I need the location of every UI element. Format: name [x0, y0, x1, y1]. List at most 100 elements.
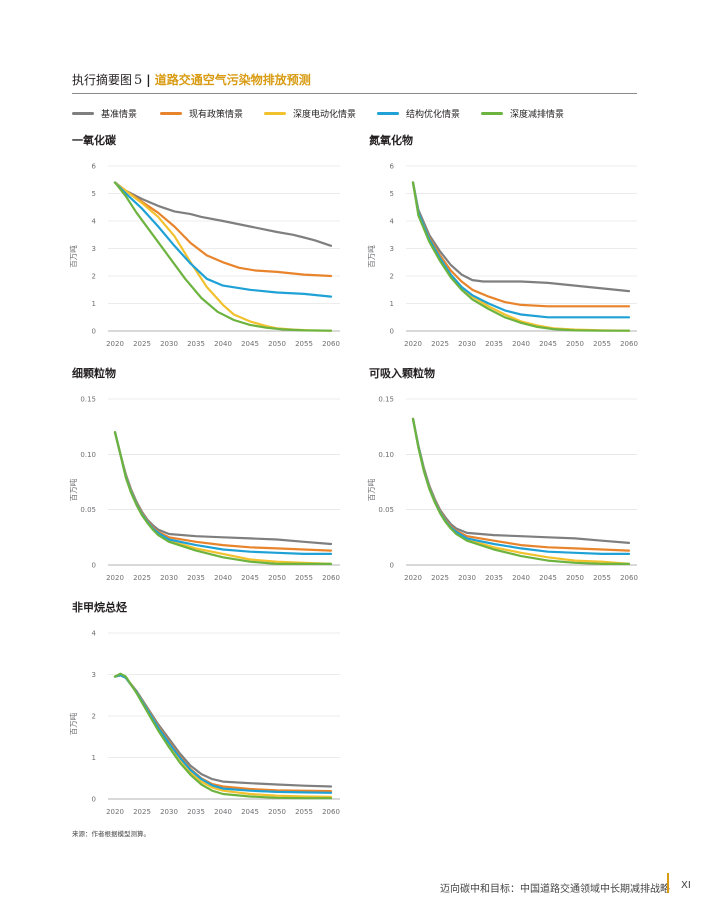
footer-accent-bar	[667, 873, 669, 893]
x-tick-label: 2060	[322, 808, 340, 816]
legend-item: 现有政策情景	[160, 108, 243, 122]
x-tick-label: 2020	[404, 574, 422, 582]
series-line	[113, 431, 333, 566]
x-tick-label: 2055	[295, 574, 313, 582]
x-tick-label: 2035	[485, 340, 503, 348]
chart-title: 可吸入颗粒物	[369, 366, 435, 380]
x-tick-label: 2035	[187, 808, 205, 816]
y-axis-label: 百万吨	[366, 245, 376, 268]
x-tick-label: 2040	[214, 340, 232, 348]
y-tick-label: 3	[390, 245, 394, 253]
legend-label: 深度电动化情景	[293, 110, 357, 120]
x-tick-label: 2030	[160, 808, 178, 816]
series-line	[113, 672, 333, 800]
source-note: 来源：作者根据模型测算。	[72, 830, 150, 838]
figure-title: 道路交通空气污染物排放预测	[154, 73, 311, 87]
legend-item: 基准情景	[72, 108, 137, 122]
x-tick-label: 2025	[133, 340, 151, 348]
x-tick-label: 2045	[241, 574, 259, 582]
x-tick-label: 2055	[593, 574, 611, 582]
y-tick-label: 1	[92, 300, 96, 308]
x-tick-label: 2020	[106, 574, 124, 582]
y-tick-label: 0.05	[378, 506, 394, 514]
x-tick-label: 2035	[187, 340, 205, 348]
series-line	[411, 417, 631, 566]
series-line	[411, 417, 631, 556]
legend-item: 深度减排情景	[481, 108, 564, 122]
legend-swatch	[72, 112, 94, 115]
x-tick-label: 2045	[539, 340, 557, 348]
series-line	[113, 674, 333, 799]
series-line	[113, 674, 333, 794]
y-tick-label: 5	[390, 190, 394, 198]
x-tick-label: 2045	[241, 340, 259, 348]
y-tick-label: 0	[390, 562, 394, 570]
x-tick-label: 2030	[160, 340, 178, 348]
series-line	[411, 417, 631, 545]
legend-swatch	[160, 112, 182, 115]
x-tick-label: 2055	[295, 808, 313, 816]
legend-label: 深度减排情景	[510, 110, 565, 120]
x-tick-label: 2055	[295, 340, 313, 348]
x-tick-label: 2050	[566, 574, 584, 582]
x-tick-label: 2060	[620, 574, 638, 582]
y-axis-label: 百万吨	[68, 712, 78, 735]
figure-number: 5	[134, 73, 143, 88]
series-line	[113, 181, 333, 332]
legend-swatch	[481, 112, 503, 115]
series-line	[113, 674, 333, 788]
legend-label: 基准情景	[101, 110, 138, 120]
chart-panel: 非甲烷总烃 0 1 2 3 4 2020 2025 2030 2035 2040 2045 2050 20…	[68, 600, 340, 816]
chart-title: 细颗粒物	[72, 366, 116, 380]
x-tick-label: 2045	[241, 808, 259, 816]
chart-title: 氮氧化物	[369, 133, 413, 147]
y-tick-label: 0.10	[378, 451, 394, 459]
x-tick-label: 2050	[268, 808, 286, 816]
y-tick-label: 2	[92, 713, 96, 721]
header-rule	[72, 93, 637, 94]
y-tick-label: 1	[92, 754, 96, 762]
chart-title: 非甲烷总烃	[72, 600, 127, 614]
y-tick-label: 3	[92, 245, 96, 253]
series-line	[411, 417, 631, 566]
y-tick-label: 0.15	[378, 396, 394, 404]
x-tick-label: 2025	[133, 808, 151, 816]
y-axis-label: 百万吨	[68, 478, 78, 501]
x-tick-label: 2040	[512, 340, 530, 348]
x-tick-label: 2030	[458, 340, 476, 348]
legend-item: 结构优化情景	[377, 108, 460, 122]
series-line	[113, 431, 333, 546]
y-tick-label: 0	[92, 562, 96, 570]
y-axis-label: 百万吨	[366, 478, 376, 501]
series-line	[411, 181, 631, 332]
y-axis-label: 百万吨	[68, 245, 78, 268]
x-tick-label: 2030	[160, 574, 178, 582]
y-tick-label: 6	[92, 163, 97, 171]
y-tick-label: 3	[92, 671, 96, 679]
series-line	[411, 417, 631, 552]
y-tick-label: 0.15	[80, 396, 96, 404]
series-line	[411, 181, 631, 319]
x-tick-label: 2040	[214, 808, 232, 816]
x-tick-label: 2050	[268, 340, 286, 348]
chart-title: 一氧化碳	[72, 133, 117, 147]
y-tick-label: 1	[390, 300, 394, 308]
series-line	[113, 181, 333, 247]
x-tick-label: 2020	[106, 808, 124, 816]
y-tick-label: 0	[390, 328, 394, 336]
y-tick-label: 5	[92, 190, 96, 198]
header-separator: |	[146, 73, 151, 87]
y-tick-label: 0	[92, 328, 96, 336]
y-tick-label: 6	[390, 163, 395, 171]
x-tick-label: 2045	[539, 574, 557, 582]
x-tick-label: 2025	[431, 340, 449, 348]
y-tick-label: 0.10	[80, 451, 96, 459]
x-tick-label: 2050	[566, 340, 584, 348]
x-tick-label: 2055	[593, 340, 611, 348]
chart-panel: 可吸入颗粒物 0 0.05 0.10 0.15 2020 2025 2030 2035 2040 2…	[366, 366, 638, 582]
x-tick-label: 2020	[404, 340, 422, 348]
y-tick-label: 4	[390, 218, 395, 226]
y-tick-label: 4	[92, 218, 97, 226]
series-line	[113, 431, 333, 556]
